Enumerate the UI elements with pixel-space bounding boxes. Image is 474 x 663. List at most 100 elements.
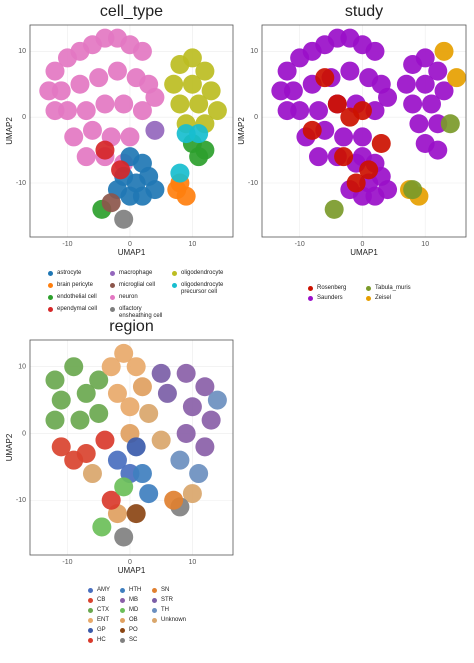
chart-title: cell_type bbox=[100, 3, 163, 20]
point bbox=[45, 101, 65, 121]
legend-swatch bbox=[88, 588, 93, 593]
point bbox=[195, 437, 215, 457]
point bbox=[145, 180, 165, 200]
legend-label: ENT bbox=[97, 617, 109, 623]
legend-swatch bbox=[120, 638, 125, 643]
plot-frame bbox=[29, 339, 234, 556]
point bbox=[403, 94, 423, 114]
point bbox=[45, 370, 65, 390]
legend-label: endothelial cell bbox=[57, 294, 97, 300]
point bbox=[139, 484, 159, 504]
point bbox=[132, 41, 152, 61]
point bbox=[182, 484, 202, 504]
legend-item: ependymal cell bbox=[48, 306, 106, 313]
point bbox=[334, 147, 354, 167]
legend-label: neuron bbox=[119, 294, 138, 300]
point bbox=[114, 343, 134, 363]
point bbox=[157, 383, 177, 403]
y-axis-label: UMAP2 bbox=[5, 117, 14, 145]
point bbox=[346, 173, 366, 193]
panel: study -10 0 10 -10 0 10 UMAP1 UMAP2 bbox=[237, 3, 467, 257]
legend-item: TH bbox=[152, 607, 182, 614]
plot-frame bbox=[261, 24, 467, 238]
point bbox=[51, 437, 71, 457]
point bbox=[352, 101, 372, 121]
legend-item: Unknown bbox=[152, 617, 186, 624]
legend-item: PO bbox=[120, 627, 150, 634]
point bbox=[92, 517, 112, 537]
point bbox=[403, 180, 423, 200]
legend-label: SC bbox=[129, 637, 138, 643]
legend-item: HTH bbox=[120, 587, 150, 594]
legend-swatch bbox=[88, 638, 93, 643]
point bbox=[415, 74, 435, 94]
point bbox=[89, 403, 109, 423]
point bbox=[76, 147, 96, 167]
point bbox=[271, 81, 291, 101]
point bbox=[176, 363, 196, 383]
point bbox=[70, 410, 90, 430]
legend-item: macrophage bbox=[110, 270, 168, 277]
point bbox=[334, 127, 354, 147]
y-tick-label: 0 bbox=[254, 114, 258, 121]
legend-swatch bbox=[152, 618, 157, 623]
point bbox=[182, 397, 202, 417]
point bbox=[114, 527, 134, 547]
point bbox=[107, 383, 127, 403]
legend-swatch bbox=[172, 283, 177, 288]
legend-item: oligodendrocyte precursor cell bbox=[172, 282, 230, 296]
point bbox=[182, 74, 202, 94]
point bbox=[95, 94, 115, 114]
point bbox=[447, 68, 466, 88]
point bbox=[151, 363, 171, 383]
y-tick-label: 0 bbox=[22, 430, 26, 437]
legend-label: Zeisel bbox=[375, 295, 392, 301]
legend-item: brain pericyte bbox=[48, 282, 106, 289]
legend-label: AMY bbox=[97, 587, 111, 593]
plot-frame bbox=[29, 24, 234, 238]
legend-swatch bbox=[152, 608, 157, 613]
legend-item: endothelial cell bbox=[48, 294, 106, 301]
legend-swatch bbox=[88, 598, 93, 603]
legend-label: Saunders bbox=[317, 295, 343, 301]
point bbox=[151, 430, 171, 450]
point bbox=[107, 450, 127, 470]
legend-item: CB bbox=[88, 597, 118, 604]
point bbox=[64, 357, 84, 377]
point bbox=[89, 68, 109, 88]
y-tick-label: 0 bbox=[22, 114, 26, 121]
point bbox=[89, 370, 109, 390]
panel: cell_type -10 0 10 -10 0 10 UMAP1 UMAP2 bbox=[5, 3, 234, 257]
x-tick-label: 0 bbox=[128, 241, 132, 248]
y-tick-label: -10 bbox=[16, 497, 26, 504]
x-axis-label: UMAP1 bbox=[118, 248, 146, 257]
x-tick-label: 10 bbox=[189, 559, 197, 566]
point bbox=[101, 193, 121, 213]
x-tick-label: 0 bbox=[360, 241, 364, 248]
legend-label: oligodendrocyte precursor cell bbox=[181, 282, 224, 295]
legend-swatch bbox=[120, 588, 125, 593]
y-axis-label: UMAP2 bbox=[5, 433, 14, 461]
legend-label: Unknown bbox=[161, 617, 187, 623]
point bbox=[76, 101, 96, 121]
legend-item: ENT bbox=[88, 617, 118, 624]
legend-label: Rosenberg bbox=[317, 285, 347, 291]
point bbox=[201, 410, 221, 430]
point bbox=[45, 61, 65, 81]
point bbox=[101, 357, 121, 377]
legend-label: SN bbox=[161, 587, 170, 593]
point bbox=[201, 81, 221, 101]
legend-label: STR bbox=[161, 597, 173, 603]
point bbox=[120, 127, 140, 147]
points bbox=[271, 28, 466, 219]
legend-swatch bbox=[48, 271, 53, 276]
point bbox=[195, 61, 215, 81]
point bbox=[207, 390, 227, 410]
point bbox=[111, 160, 131, 180]
point bbox=[434, 81, 454, 101]
points bbox=[45, 343, 227, 547]
legend-item: microglial cell bbox=[110, 282, 168, 289]
point bbox=[415, 48, 435, 68]
legend-label: astrocyte bbox=[57, 270, 82, 276]
